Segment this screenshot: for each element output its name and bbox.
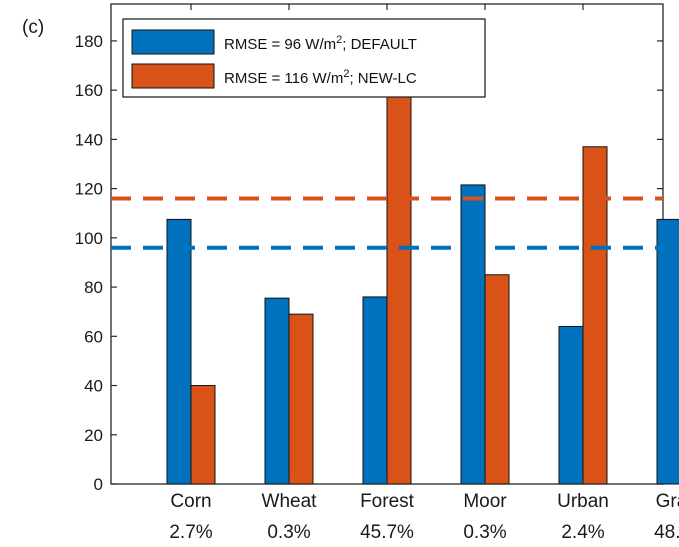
category-share-label: 2.7% (169, 522, 212, 543)
category-share-label: 0.3% (463, 522, 506, 543)
panel-label: (c) (22, 17, 44, 38)
y-tick-label: 80 (84, 278, 103, 297)
category-share-label: 2.4% (561, 522, 604, 543)
y-tick-label: 40 (84, 377, 103, 396)
y-tick-label: 20 (84, 426, 103, 445)
bar-new-lc-wheat (288, 313, 314, 485)
legend-swatch-new-lc (131, 63, 215, 89)
y-tick-label: 160 (75, 81, 103, 100)
category-label: Grass (656, 491, 679, 512)
y-tick-label: 0 (94, 475, 103, 494)
y-tick-label: 180 (75, 32, 103, 51)
category-label: Forest (360, 491, 415, 512)
bar-default-forest (362, 296, 388, 485)
bar-new-lc-forest (386, 92, 412, 485)
category-share-label: 45.7% (360, 522, 414, 543)
bar-new-lc-moor (484, 274, 510, 485)
legend-label-default: RMSE = 96 W/m2; DEFAULT (224, 34, 417, 53)
category-label: Urban (557, 491, 609, 512)
category-label: Corn (170, 491, 211, 512)
category-share-label: 48.5% (654, 522, 679, 543)
bar-default-wheat (264, 297, 290, 485)
legend-swatch-default (131, 29, 215, 55)
legend: RMSE = 96 W/m2; DEFAULT RMSE = 116 W/m2; … (122, 18, 486, 98)
category-share-label: 0.3% (267, 522, 310, 543)
bar-default-grass (656, 218, 679, 485)
legend-label-new-lc: RMSE = 116 W/m2; NEW-LC (224, 68, 417, 87)
category-label: Wheat (262, 491, 318, 512)
bar-new-lc-urban (582, 146, 608, 485)
bar-default-corn (166, 218, 192, 485)
bar-default-moor (460, 184, 486, 485)
category-label: Moor (463, 491, 507, 512)
bar-new-lc-corn (190, 385, 216, 485)
y-tick-label: 100 (75, 229, 103, 248)
y-tick-label: 140 (75, 130, 103, 149)
bar-default-urban (558, 325, 584, 485)
y-tick-label: 60 (84, 327, 103, 346)
y-tick-label: 120 (75, 180, 103, 199)
